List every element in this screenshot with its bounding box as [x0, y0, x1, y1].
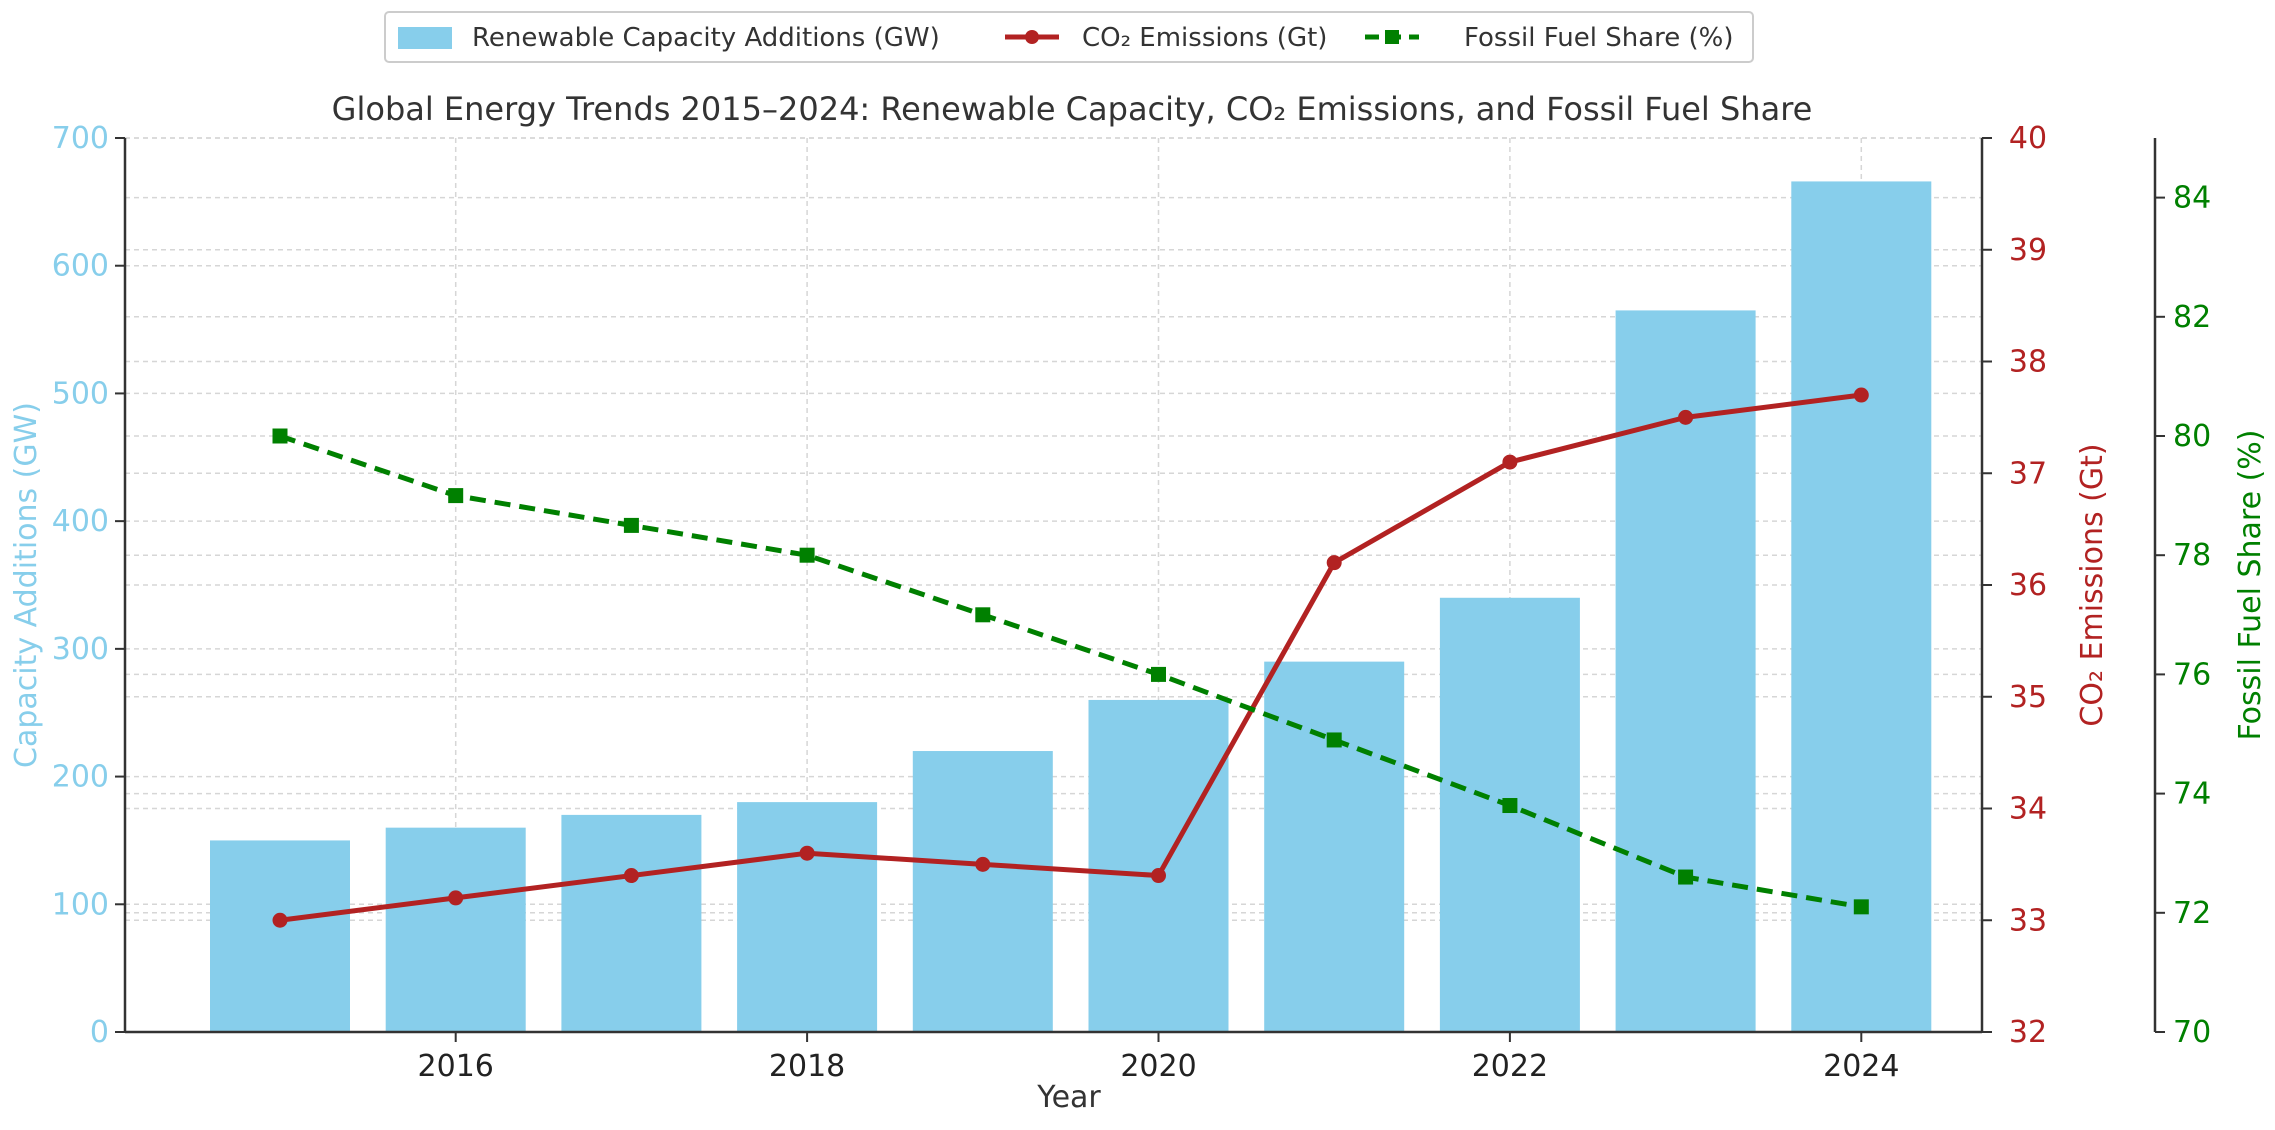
- right1-tick-label: 33: [2009, 903, 2047, 938]
- point: [448, 890, 464, 906]
- left-tick-label: 100: [52, 887, 109, 922]
- point: [272, 912, 288, 928]
- series-line: [279, 433, 1862, 910]
- point: [1151, 868, 1166, 884]
- point: [272, 428, 288, 444]
- point: [975, 607, 991, 623]
- legend-swatch-renewable: [398, 27, 452, 49]
- bar: [561, 814, 702, 1032]
- point: [1678, 409, 1694, 425]
- right1-tick-label: 39: [2009, 233, 2047, 268]
- chart-title: Global Energy Trends 2015–2024: Renewabl…: [332, 90, 1813, 128]
- point: [1502, 454, 1518, 470]
- right2-tick-label: 76: [2173, 657, 2211, 692]
- left-tick-label: 300: [52, 632, 109, 667]
- right2-tick-label: 80: [2173, 419, 2211, 454]
- right1-tick-label: 36: [2009, 568, 2047, 603]
- bar: [1791, 181, 1932, 1032]
- bar: [1264, 661, 1405, 1032]
- axes: 0 100 200 300 400 500 600 700 32 33 34 35 36 37 38 39 40…: [52, 121, 2211, 1084]
- point: [1326, 732, 1342, 748]
- right2-tick-label: 74: [2173, 777, 2211, 812]
- point: [448, 488, 464, 504]
- point: [799, 845, 815, 861]
- point: [1853, 899, 1869, 915]
- right1-tick-label: 38: [2009, 345, 2047, 380]
- series-line: [279, 392, 1862, 923]
- right1-tick-label: 37: [2009, 456, 2047, 491]
- left-tick-label: 500: [52, 376, 109, 411]
- point: [1678, 869, 1694, 885]
- legend-label-co2: CO₂ Emissions (Gt): [1082, 23, 1327, 53]
- right2-tick-label: 78: [2173, 538, 2211, 573]
- legend-label-fossil: Fossil Fuel Share (%): [1464, 23, 1734, 53]
- right1-tick-label: 35: [2009, 680, 2047, 715]
- right1-axis-label: CO₂ Emissions (Gt): [2075, 443, 2110, 726]
- right2-tick-label: 72: [2173, 896, 2211, 931]
- right1-tick-label: 40: [2009, 121, 2047, 156]
- legend-frame: [384, 11, 1754, 63]
- point: [623, 868, 639, 884]
- x-tick-label: 2016: [418, 1049, 494, 1084]
- x-tick-label: 2022: [1472, 1049, 1548, 1084]
- left-tick-label: 600: [52, 249, 109, 284]
- point: [1853, 387, 1869, 403]
- point: [799, 547, 815, 563]
- right2-tick-label: 70: [2173, 1015, 2211, 1050]
- bar: [912, 751, 1053, 1032]
- legend: Renewable Capacity Additions (GW) CO₂ Em…: [384, 11, 1754, 63]
- x-tick-label: 2020: [1120, 1049, 1196, 1084]
- right2-tick-label: 84: [2173, 181, 2211, 216]
- x-tick-label: 2018: [769, 1049, 845, 1084]
- left-tick-label: 200: [52, 760, 109, 795]
- left-tick-label: 400: [52, 504, 109, 539]
- point: [1326, 555, 1342, 571]
- right1-tick-label: 34: [2009, 792, 2047, 827]
- left-tick-label: 700: [52, 121, 109, 156]
- x-axis-label: Year: [1036, 1080, 1101, 1115]
- bar: [210, 840, 350, 1032]
- point: [975, 856, 991, 872]
- left-tick-label: 0: [90, 1015, 109, 1050]
- legend-label-renewable: Renewable Capacity Additions (GW): [472, 23, 940, 53]
- bar: [1439, 597, 1580, 1032]
- bar: [1088, 699, 1229, 1032]
- bar: [737, 802, 878, 1032]
- x-tick-label: 2024: [1823, 1049, 1899, 1084]
- bar: [385, 827, 526, 1032]
- point: [1151, 666, 1166, 682]
- point: [623, 517, 639, 533]
- right2-tick-label: 82: [2173, 300, 2211, 335]
- point: [1502, 798, 1518, 814]
- legend-swatch-co2-marker: [1025, 30, 1039, 44]
- bars: [210, 181, 1932, 1032]
- lines: [272, 387, 1869, 928]
- left-axis-label: Capacity Additions (GW): [9, 402, 44, 768]
- legend-swatch-fossil-marker: [1385, 30, 1399, 44]
- right2-axis-label: Fossil Fuel Share (%): [2233, 430, 2268, 741]
- right1-tick-label: 32: [2009, 1015, 2047, 1050]
